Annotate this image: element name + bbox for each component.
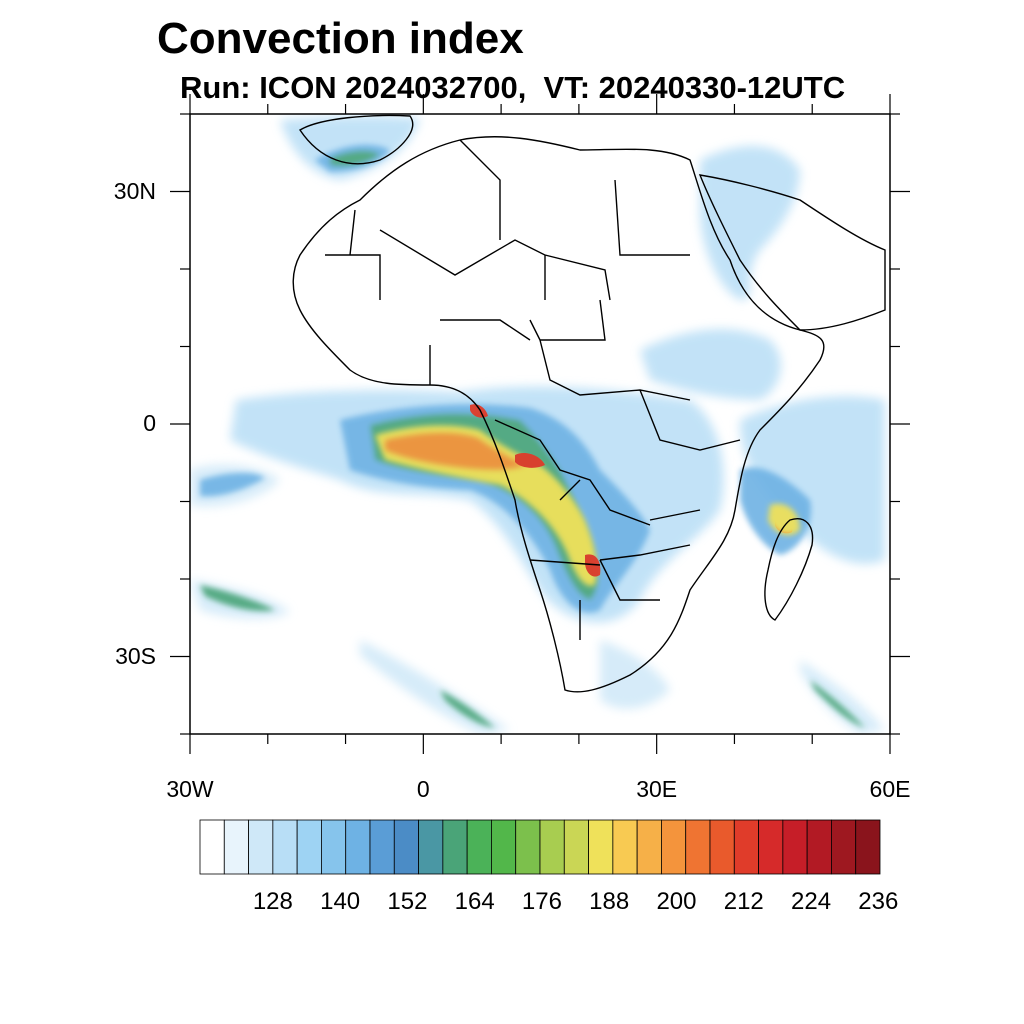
colorbar-label: 236 <box>858 888 899 915</box>
coastlines <box>292 114 886 693</box>
colorbar-swatch <box>515 819 541 875</box>
axis-ticks <box>170 94 910 754</box>
colorbar-swatch <box>733 819 759 875</box>
colorbar-swatch <box>296 819 322 875</box>
colorbar-swatch <box>539 819 565 875</box>
colorbar-swatch <box>442 819 468 875</box>
convection-high-areas <box>375 404 800 586</box>
map-title: Convection index <box>157 14 524 63</box>
convection-field <box>190 115 885 734</box>
colorbar-swatch <box>345 819 371 875</box>
colorbar-swatch <box>491 819 517 875</box>
x-tick-label: 30W <box>166 776 214 802</box>
arabia-coastline <box>698 174 886 331</box>
colorbar-label: 164 <box>454 888 495 915</box>
colorbar-label: 188 <box>589 888 630 915</box>
map-subtitle: Run: ICON 2024032700, VT: 20240330-12UTC <box>180 70 846 105</box>
colorbar-label: 152 <box>387 888 428 915</box>
colorbar-swatch <box>588 819 614 875</box>
colorbar-swatch <box>248 819 274 875</box>
colorbar-swatch <box>466 819 492 875</box>
colorbar-swatch <box>612 819 638 875</box>
colorbar-swatch <box>369 819 395 875</box>
colorbar-label: 212 <box>723 888 764 915</box>
country-borders <box>325 139 741 640</box>
colorbar-swatch <box>636 819 662 875</box>
y-tick-label: 30S <box>115 642 156 669</box>
colorbar-label: 140 <box>320 888 361 915</box>
x-tick-label: 30E <box>636 776 678 802</box>
colorbar-swatch <box>782 819 808 875</box>
colorbar-label: 128 <box>252 888 293 915</box>
madagascar-coastline <box>764 518 814 621</box>
colorbar-swatch <box>272 819 298 875</box>
colorbar-swatch <box>806 819 832 875</box>
colorbar-swatch <box>418 819 444 875</box>
colorbar-swatch <box>758 819 784 875</box>
colorbar-swatch <box>855 819 881 875</box>
convection-low-areas <box>190 115 885 734</box>
colorbar-swatch <box>709 819 735 875</box>
colorbar-label: 200 <box>656 888 697 915</box>
colorbar-swatch <box>393 819 419 875</box>
colorbar-swatch <box>321 819 347 875</box>
colorbar-swatch <box>199 819 225 875</box>
colorbar-swatch <box>661 819 687 875</box>
colorbar-swatch <box>685 819 711 875</box>
colorbar-swatch <box>831 819 857 875</box>
iberia-coastline <box>299 114 414 165</box>
colorbar-label: 176 <box>521 888 562 915</box>
x-tick-label: 0 <box>416 776 430 802</box>
colorbar-label: 224 <box>790 888 832 915</box>
colorbar-swatch <box>223 819 249 875</box>
y-tick-label: 0 <box>143 410 156 436</box>
y-tick-label: 30N <box>113 177 156 204</box>
x-tick-label: 60E <box>869 776 911 802</box>
africa-coastline <box>292 136 825 693</box>
colorbar-swatch <box>563 819 589 875</box>
